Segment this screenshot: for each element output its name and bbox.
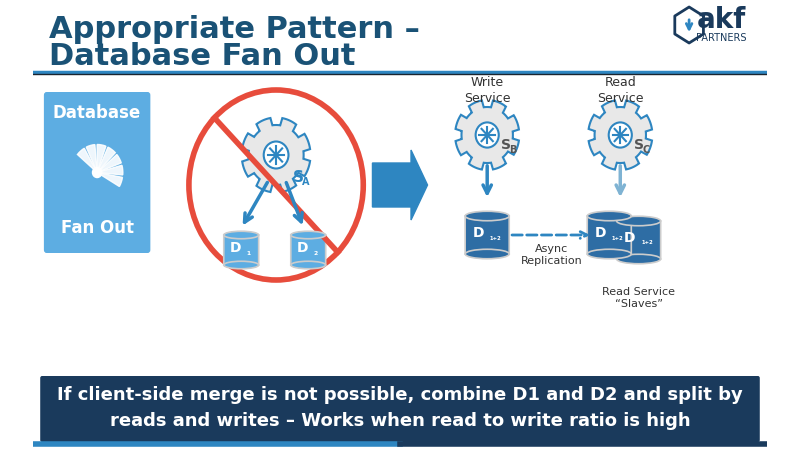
Text: akf: akf [697,6,746,34]
Ellipse shape [465,249,510,259]
Ellipse shape [290,231,326,239]
Text: D: D [230,241,242,255]
Polygon shape [242,118,310,192]
Ellipse shape [290,261,326,269]
FancyBboxPatch shape [465,216,510,254]
FancyBboxPatch shape [290,235,326,265]
Text: Database Fan Out: Database Fan Out [50,42,356,71]
Text: ₁: ₁ [246,247,251,257]
Text: PARTNERS: PARTNERS [696,33,746,43]
Text: B: B [510,145,517,155]
Circle shape [93,167,102,178]
Circle shape [264,141,289,168]
FancyBboxPatch shape [587,216,631,254]
Wedge shape [78,148,97,172]
Text: C: C [642,145,650,155]
Text: Write
Service: Write Service [464,76,510,104]
Wedge shape [97,172,122,186]
Text: Database: Database [53,104,142,122]
Ellipse shape [617,216,661,226]
Wedge shape [97,147,115,172]
Text: D: D [297,241,309,255]
Text: Read Service
“Slaves”: Read Service “Slaves” [602,287,675,310]
Ellipse shape [224,231,258,239]
Ellipse shape [465,211,510,221]
Polygon shape [373,150,427,220]
FancyBboxPatch shape [33,74,767,372]
Text: ₂: ₂ [314,247,318,257]
Text: S: S [501,138,511,152]
Text: D: D [624,231,635,245]
Text: ₁₊₂: ₁₊₂ [612,233,624,242]
Ellipse shape [587,211,631,221]
FancyBboxPatch shape [44,92,150,253]
Circle shape [609,122,632,148]
Text: D: D [472,226,484,240]
Text: Read
Service: Read Service [597,76,643,104]
Text: S: S [634,138,644,152]
Ellipse shape [617,254,661,264]
Wedge shape [86,144,97,172]
Text: D: D [594,226,606,240]
Ellipse shape [587,249,631,259]
FancyBboxPatch shape [40,376,760,442]
Wedge shape [97,154,122,172]
Wedge shape [97,165,123,175]
Ellipse shape [224,261,258,269]
Polygon shape [455,100,519,170]
FancyBboxPatch shape [224,235,258,265]
Text: ₁₊₂: ₁₊₂ [642,238,653,247]
Text: If client-side merge is not possible, combine D1 and D2 and split by
reads and w: If client-side merge is not possible, co… [57,387,743,429]
FancyBboxPatch shape [33,0,767,70]
Text: Fan Out: Fan Out [61,219,134,237]
Text: S: S [293,170,304,184]
Text: Async
Replication: Async Replication [521,244,582,266]
Circle shape [189,90,363,280]
FancyBboxPatch shape [617,221,661,259]
Polygon shape [589,100,652,170]
Text: Appropriate Pattern –: Appropriate Pattern – [50,15,420,44]
Circle shape [476,122,498,148]
Text: ₁₊₂: ₁₊₂ [490,233,502,242]
Wedge shape [97,144,106,172]
Text: A: A [302,177,310,187]
